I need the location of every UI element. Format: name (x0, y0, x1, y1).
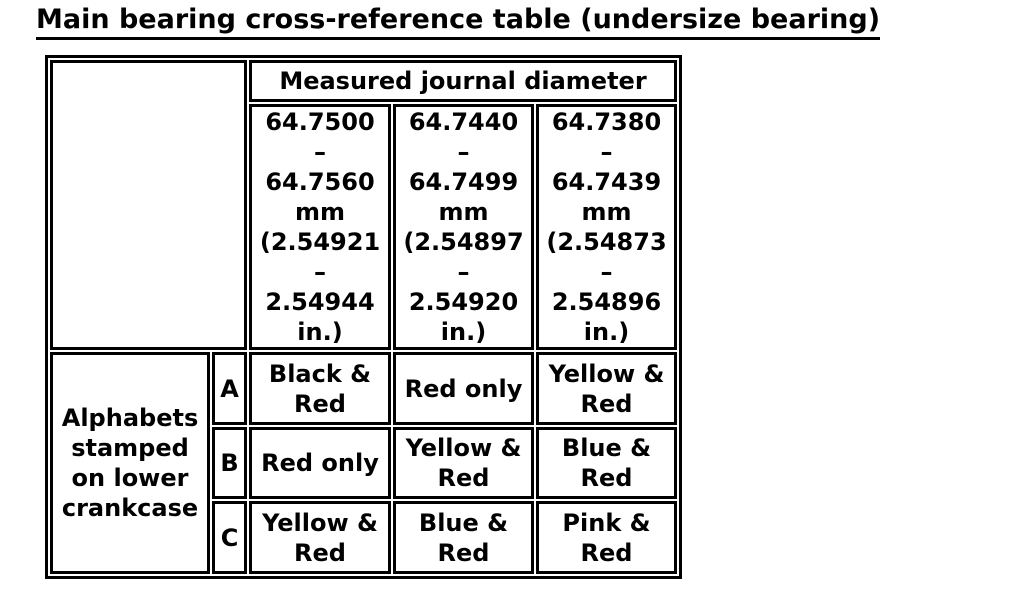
bearing-color-cell-b3: Blue & Red (536, 427, 677, 499)
page-title: Main bearing cross-reference table (unde… (36, 4, 881, 40)
bearing-color-cell-b2: Yellow & Red (393, 427, 534, 499)
row-letter-a: A (212, 352, 247, 425)
measured-journal-diameter-header: Measured journal diameter (249, 60, 677, 102)
bearing-cross-reference-table: Measured journal diameter 64.7500 – 64.7… (45, 55, 682, 579)
row-group-label: Alphabets stamped on lower crankcase (50, 352, 210, 574)
bearing-color-cell-a3: Yellow & Red (536, 352, 677, 425)
corner-blank-cell (50, 60, 247, 350)
diameter-range-cell-2: 64.7440 – 64.7499 mm (2.54897 – 2.54920 … (393, 104, 534, 350)
diameter-range-cell-3: 64.7380 – 64.7439 mm (2.54873 – 2.54896 … (536, 104, 677, 350)
diameter-range-cell-1: 64.7500 – 64.7560 mm (2.54921 – 2.54944 … (249, 104, 391, 350)
bearing-color-cell-c3: Pink & Red (536, 501, 677, 574)
row-letter-c: C (212, 501, 247, 574)
bearing-color-cell-a1: Black & Red (249, 352, 391, 425)
bearing-color-cell-b1: Red only (249, 427, 391, 499)
row-letter-b: B (212, 427, 247, 499)
bearing-color-cell-a2: Red only (393, 352, 534, 425)
bearing-color-cell-c2: Blue & Red (393, 501, 534, 574)
bearing-color-cell-c1: Yellow & Red (249, 501, 391, 574)
